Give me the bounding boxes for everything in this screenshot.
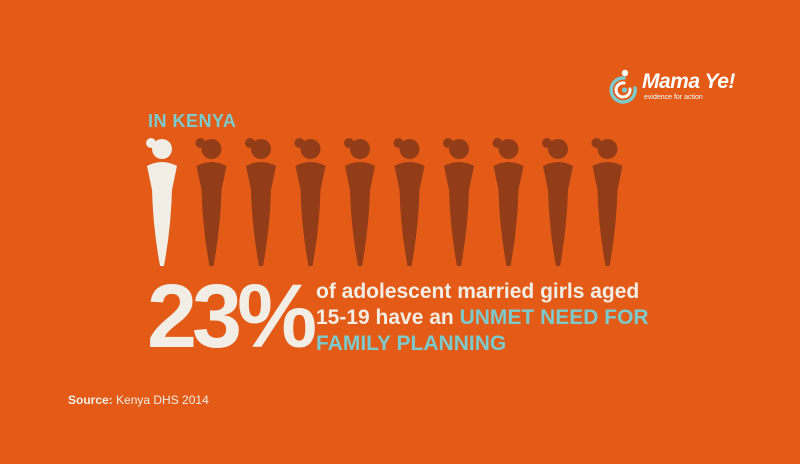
logo-name: Mama Ye!	[642, 70, 735, 93]
figure-row	[142, 138, 632, 268]
source-note: Source: Kenya DHS 2014	[68, 393, 209, 407]
statement-line-2: 15-19 have an UNMET NEED FOR	[316, 305, 676, 331]
woman-figure-icon	[344, 138, 375, 266]
location-heading: IN KENYA	[148, 111, 237, 131]
mama-ye-logo: Mama Ye! evidence for action	[606, 68, 776, 108]
figures-pictogram	[146, 138, 623, 266]
unmet-need-highlight: UNMET NEED FOR	[459, 306, 649, 329]
woman-figure-icon	[146, 138, 177, 266]
woman-figure-icon	[195, 138, 227, 266]
woman-figure-icon	[542, 138, 573, 266]
statement-line-1: of adolescent married girls aged	[316, 280, 640, 303]
mama-ye-logo-icon	[609, 69, 637, 104]
statement-text: of adolescent married girls aged 15-19 h…	[316, 279, 676, 357]
woman-figure-icon	[245, 138, 276, 266]
woman-figure-icon	[591, 138, 623, 266]
source-label: Source:	[68, 393, 113, 407]
statement-line-2-plain: 15-19 have an	[316, 306, 460, 329]
woman-figure-icon	[492, 138, 524, 266]
logo-tagline: evidence for action	[644, 94, 703, 101]
woman-figure-icon	[443, 138, 474, 266]
woman-figure-icon	[393, 138, 425, 266]
percent-value: 23%	[147, 267, 317, 367]
source-text: Kenya DHS 2014	[116, 393, 209, 407]
woman-figure-icon	[294, 138, 326, 266]
family-planning-highlight: FAMILY PLANNING	[316, 332, 507, 355]
